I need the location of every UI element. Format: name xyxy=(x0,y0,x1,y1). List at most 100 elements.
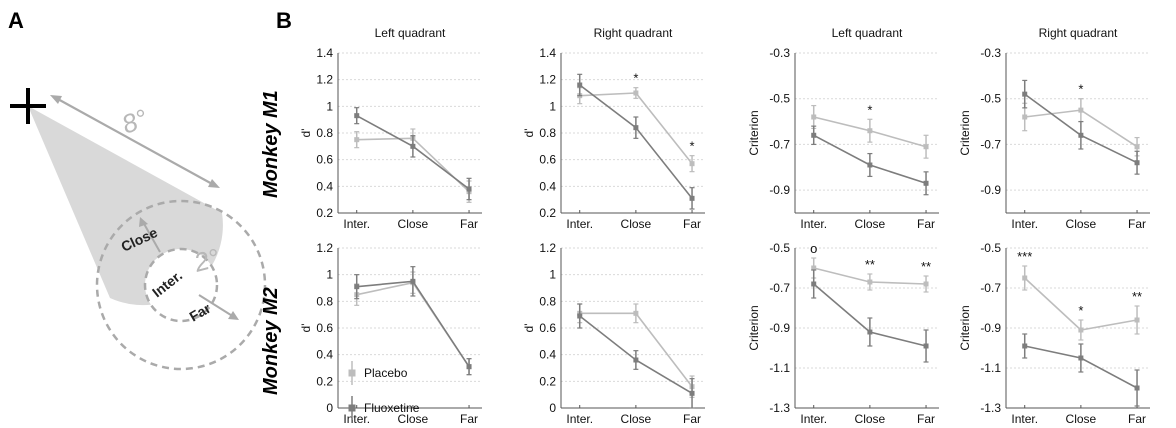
data-point-fluoxetine xyxy=(1134,160,1140,166)
significance-marker: * xyxy=(633,71,638,86)
x-tick-label: Far xyxy=(683,217,701,231)
series-line-placebo xyxy=(579,312,693,388)
x-tick-label: Close xyxy=(398,217,429,231)
data-point-fluoxetine xyxy=(466,186,472,192)
y-tick-label: 0.4 xyxy=(316,348,333,362)
y-axis-label: Criterion xyxy=(747,305,761,350)
data-point-placebo xyxy=(1022,275,1028,281)
x-tick-label: Far xyxy=(917,217,935,231)
y-tick-label: 0.2 xyxy=(316,374,333,388)
y-tick-label: 1.2 xyxy=(539,73,556,87)
y-axis-label: Criterion xyxy=(958,110,972,155)
x-tick-label: Close xyxy=(621,412,652,426)
data-point-placebo xyxy=(1022,114,1028,120)
significance-marker: * xyxy=(690,139,695,154)
far-arrowhead xyxy=(228,311,239,320)
y-axis-label: d' xyxy=(522,129,536,138)
y-tick-label: -0.9 xyxy=(980,321,1001,335)
y-tick-label: -0.9 xyxy=(769,321,790,335)
x-tick-label: Far xyxy=(1128,412,1146,426)
panel-label-b: B xyxy=(276,8,292,33)
y-axis-label: d' xyxy=(299,324,313,333)
significance-marker: ** xyxy=(865,257,875,272)
chart-m2-dprime-right: 0 0.2 0.4 0.6 0.8 1 1.2 Inter. Close Far d' xyxy=(522,241,705,426)
y-tick-label: 0.4 xyxy=(316,179,333,193)
data-point-fluoxetine xyxy=(689,390,695,396)
data-point-fluoxetine xyxy=(354,284,360,290)
x-tick-label: Close xyxy=(1066,412,1097,426)
significance-marker: * xyxy=(1078,82,1083,97)
data-point-fluoxetine xyxy=(466,364,472,370)
data-point-placebo xyxy=(867,279,873,285)
y-tick-label: 0.8 xyxy=(316,294,333,308)
y-tick-label: -0.7 xyxy=(769,281,790,295)
x-tick-label: Inter. xyxy=(1011,412,1038,426)
y-tick-label: -1.1 xyxy=(769,361,790,375)
y-tick-label: 0.8 xyxy=(539,126,556,140)
y-tick-label: -0.5 xyxy=(769,241,790,255)
data-point-fluoxetine xyxy=(410,143,416,149)
chart-title: Right quadrant xyxy=(594,26,673,40)
data-point-placebo xyxy=(923,281,929,287)
monkey-m1-label: Monkey M1 xyxy=(260,90,282,198)
y-tick-label: 0.6 xyxy=(539,153,556,167)
chart-m1-dprime-left: 0.2 0.4 0.6 0.8 1 1.2 1.4 Inter. Close Far Left qu… xyxy=(299,26,482,231)
y-tick-label: 1.2 xyxy=(316,241,333,255)
y-tick-label: 0.6 xyxy=(539,321,556,335)
data-point-fluoxetine xyxy=(410,278,416,284)
x-tick-label: Far xyxy=(460,217,478,231)
data-point-placebo xyxy=(633,310,639,316)
significance-marker: * xyxy=(867,102,872,117)
y-tick-label: 0.8 xyxy=(316,126,333,140)
y-tick-label: 1 xyxy=(549,268,556,282)
close-arrowhead xyxy=(139,217,148,227)
y-tick-label: 0 xyxy=(326,401,333,415)
chart-title: Left quadrant xyxy=(375,26,446,40)
x-tick-label: Inter. xyxy=(800,217,827,231)
data-point-placebo xyxy=(354,137,360,143)
y-tick-label: 1.2 xyxy=(539,241,556,255)
y-tick-label: 0.6 xyxy=(316,321,333,335)
data-point-fluoxetine xyxy=(867,329,873,335)
y-tick-label: -0.9 xyxy=(769,183,790,197)
chart-m2-criterion-right: -0.5 -0.7 -0.9 -1.1 -1.3 Inter. Close Far Criter… xyxy=(958,241,1150,426)
data-point-placebo xyxy=(633,90,639,96)
y-tick-label: -0.7 xyxy=(980,137,1001,151)
close-arrow xyxy=(142,221,161,253)
y-tick-label: 0.6 xyxy=(316,153,333,167)
y-tick-label: 1 xyxy=(549,99,556,113)
data-point-fluoxetine xyxy=(923,343,929,349)
y-tick-label: 1.4 xyxy=(316,46,333,60)
y-axis-label: Criterion xyxy=(747,110,761,155)
data-point-fluoxetine xyxy=(1022,91,1028,97)
eight-degree-arrow xyxy=(55,97,215,186)
data-point-fluoxetine xyxy=(1022,343,1028,349)
legend: Placebo Fluoxetine xyxy=(348,361,420,420)
significance-marker: ** xyxy=(1132,289,1142,304)
y-tick-label: 1 xyxy=(326,99,333,113)
x-tick-label: Close xyxy=(855,412,886,426)
y-tick-label: -1.3 xyxy=(769,401,790,415)
data-point-fluoxetine xyxy=(1078,355,1084,361)
x-tick-label: Far xyxy=(1128,217,1146,231)
data-point-fluoxetine xyxy=(1078,132,1084,138)
y-tick-label: 1.4 xyxy=(539,46,556,60)
data-point-fluoxetine xyxy=(867,162,873,168)
y-tick-label: -0.5 xyxy=(769,92,790,106)
y-axis-label: d' xyxy=(522,324,536,333)
monkey-m2-label: Monkey M2 xyxy=(260,287,282,395)
arrowhead-start xyxy=(50,95,62,104)
chart-m1-criterion-right: -0.3 -0.5 -0.7 -0.9 Inter. Close Far Right quad… xyxy=(958,26,1150,231)
far-arrow xyxy=(198,294,235,318)
x-tick-label: Far xyxy=(683,412,701,426)
x-tick-label: Inter. xyxy=(343,217,370,231)
y-tick-label: -0.5 xyxy=(980,92,1001,106)
y-tick-label: 1 xyxy=(326,268,333,282)
chart-title: Left quadrant xyxy=(832,26,903,40)
significance-marker: *** xyxy=(1017,249,1032,264)
legend-placebo-marker xyxy=(348,369,356,377)
panel-label-a: A xyxy=(8,8,24,33)
y-tick-label: 0.2 xyxy=(539,374,556,388)
y-tick-label: -0.9 xyxy=(980,183,1001,197)
